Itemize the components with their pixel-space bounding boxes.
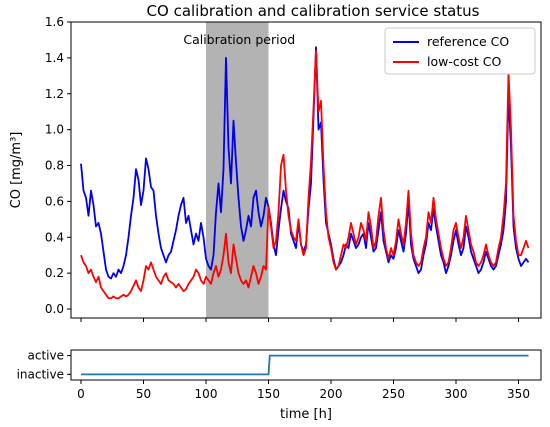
y-tick-label: active	[28, 349, 64, 363]
bottom-axes: inactive active 0 50 100 150 200 250 300 350 tim…	[17, 349, 542, 422]
top-x-ticks	[80, 318, 519, 322]
y-tick-label: 1.6	[45, 15, 64, 29]
x-tick-label: 150	[257, 387, 280, 401]
series-line-low-cost-co	[80, 49, 530, 300]
calibration-period-label: Calibration period	[183, 32, 295, 47]
legend: reference CO low-cost CO	[384, 27, 536, 75]
x-tick-label: 50	[136, 387, 151, 401]
y-tick-label: 0.6	[45, 194, 64, 208]
bottom-axes-frame	[70, 349, 542, 381]
bottom-y-ticks: inactive active	[17, 349, 71, 381]
top-axes-frame	[70, 21, 542, 319]
x-tick-label: 300	[445, 387, 468, 401]
x-tick-label: 250	[382, 387, 405, 401]
top-y-ticks: 0.0 0.2 0.4 0.6 0.8 1.0 1.2 1.4 1.6	[45, 15, 71, 316]
bottom-series-group	[81, 354, 529, 376]
y-tick-label: 0.2	[45, 266, 64, 280]
y-tick-label: 1.0	[45, 123, 64, 137]
bottom-x-axis-label: time [h]	[280, 407, 332, 422]
bottom-x-ticks: 0 50 100 150 200 250 300 350	[77, 380, 530, 401]
y-tick-label: 0.8	[45, 159, 64, 173]
x-tick-label: 200	[320, 387, 343, 401]
x-tick-label: 350	[507, 387, 530, 401]
legend-label-reference-co: reference CO	[427, 34, 509, 49]
top-series-group	[80, 46, 530, 300]
top-axes: Calibration period 0.0 0.2 0.4 0.6 0.8 1.0 1.2…	[9, 15, 542, 322]
y-tick-label: 1.2	[45, 87, 64, 101]
y-tick-label: 0.0	[45, 302, 64, 316]
y-tick-label: 0.4	[45, 230, 64, 244]
legend-label-low-cost-co: low-cost CO	[427, 54, 501, 69]
x-tick-label: 100	[195, 387, 218, 401]
top-y-axis-label: CO [mg/m³]	[9, 132, 24, 209]
legend-box	[384, 27, 536, 75]
series-line-reference-co	[80, 46, 530, 280]
chart-title: CO calibration and calibration service s…	[147, 2, 480, 20]
y-tick-label: inactive	[17, 367, 64, 381]
y-tick-label: 1.4	[45, 51, 64, 65]
service-status-line	[81, 354, 529, 376]
x-tick-label: 0	[77, 387, 85, 401]
